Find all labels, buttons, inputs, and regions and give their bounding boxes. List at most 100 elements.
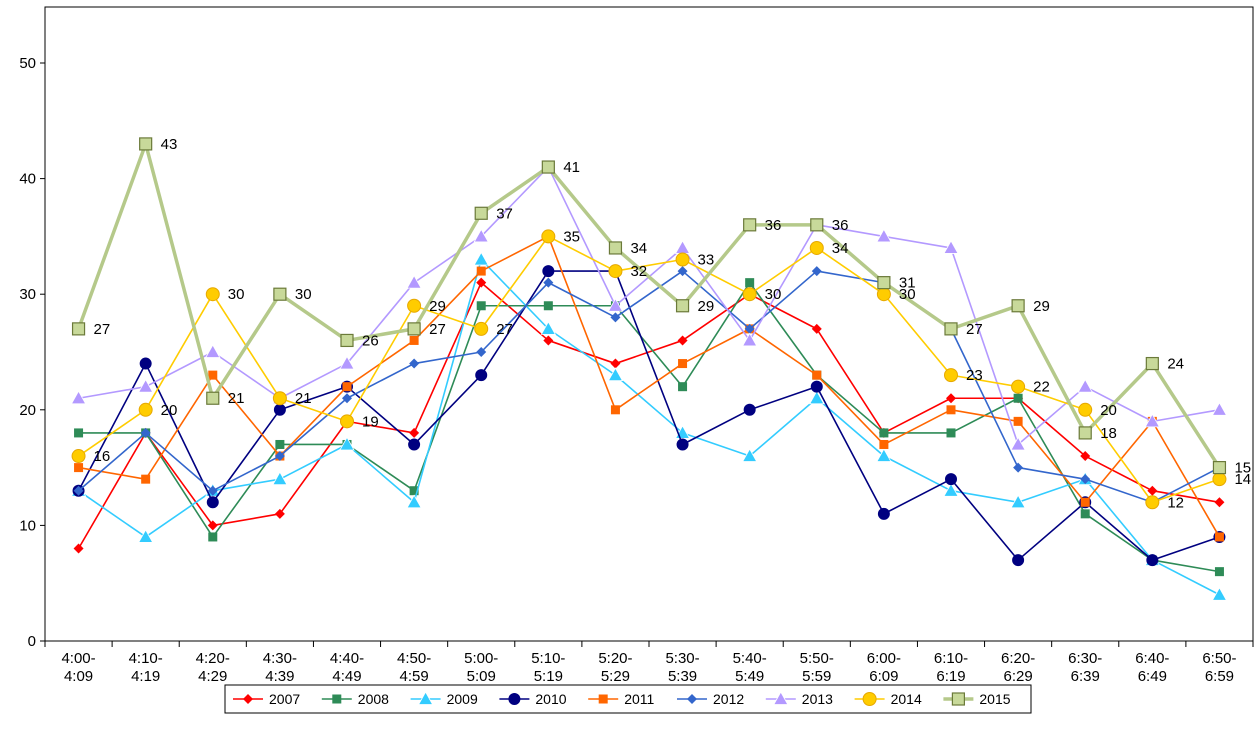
- data-point: [1013, 416, 1023, 426]
- data-point: [407, 298, 422, 313]
- data-point: [408, 438, 421, 451]
- x-tick-label: 6:40-: [1135, 650, 1169, 667]
- legend-label: 2008: [358, 691, 389, 707]
- x-tick-label: 5:40-: [733, 650, 767, 667]
- series-line: [77, 270, 1220, 561]
- data-point: [676, 438, 689, 451]
- data-point: [542, 265, 555, 278]
- data-point: [1214, 532, 1224, 542]
- data-point: [809, 390, 825, 405]
- x-axis: 4:00-4:09 4:10-4:19 4:20-4:29 4:30-4:39 4:40…: [44, 641, 1254, 685]
- data-point: [406, 494, 422, 509]
- series-2014: [71, 229, 1227, 510]
- data-point: [675, 299, 690, 313]
- legend-item-2012: 2012: [677, 691, 744, 707]
- data-point: [1077, 378, 1093, 393]
- data-point: [944, 368, 958, 383]
- data-label: 36: [765, 217, 782, 234]
- data-point: [340, 414, 354, 429]
- data-point: [946, 393, 956, 404]
- data-point: [407, 322, 421, 336]
- data-point: [73, 543, 84, 554]
- data-point: [406, 274, 422, 289]
- data-point: [1011, 379, 1026, 394]
- series-line: [78, 235, 1220, 504]
- x-tick-label: 5:50-: [800, 650, 834, 667]
- data-point: [474, 206, 488, 220]
- data-point: [138, 402, 153, 417]
- data-point: [811, 266, 822, 277]
- x-tick-label: 4:20-: [196, 650, 230, 667]
- data-label: 41: [563, 159, 580, 176]
- data-label: 29: [1033, 298, 1050, 315]
- data-point: [610, 405, 620, 415]
- series-2012: [73, 266, 1225, 508]
- data-point: [810, 380, 823, 393]
- data-point: [140, 427, 151, 438]
- legend-marker: [243, 694, 253, 704]
- data-point: [741, 332, 758, 347]
- x-tick-label: 4:59: [400, 668, 429, 685]
- series-2009: [70, 251, 1228, 601]
- data-label: 18: [1100, 425, 1117, 442]
- data-point: [1013, 393, 1023, 403]
- data-point: [608, 264, 623, 279]
- legend-marker: [332, 694, 342, 704]
- data-label: 33: [698, 252, 715, 269]
- legend-label: 2009: [447, 691, 478, 707]
- data-point: [877, 507, 890, 520]
- x-tick-label: 4:40-: [330, 650, 364, 667]
- data-label: 24: [1167, 356, 1184, 373]
- data-point: [73, 485, 84, 496]
- data-point: [71, 449, 86, 464]
- data-point: [74, 428, 84, 438]
- series-line: [77, 281, 1220, 549]
- data-point: [205, 344, 221, 358]
- data-point: [876, 228, 892, 243]
- data-point: [1212, 472, 1227, 487]
- data-point: [207, 520, 218, 531]
- series-layer: [70, 137, 1228, 601]
- data-label: 27: [496, 321, 513, 338]
- data-point: [1145, 495, 1160, 510]
- series-2010: [72, 265, 1226, 567]
- data-label: 27: [429, 321, 446, 338]
- data-label: 36: [832, 217, 849, 234]
- data-point: [743, 218, 757, 232]
- x-tick-label: 6:29: [1004, 668, 1033, 685]
- data-point: [1145, 356, 1159, 371]
- data-label: 29: [429, 298, 446, 315]
- data-point: [877, 276, 891, 290]
- data-point: [476, 347, 487, 357]
- data-point: [675, 252, 690, 267]
- data-point: [1211, 401, 1228, 416]
- data-point: [139, 357, 152, 370]
- data-point: [607, 367, 624, 382]
- y-tick-label: 20: [19, 402, 36, 419]
- data-point: [205, 287, 220, 302]
- legend-label: 2012: [713, 691, 744, 707]
- data-point: [543, 277, 554, 288]
- data-point: [473, 251, 489, 266]
- y-tick-label: 0: [28, 633, 36, 650]
- legend-label: 2011: [624, 691, 654, 707]
- legend-label: 2013: [802, 691, 833, 707]
- data-point: [944, 322, 958, 336]
- x-tick-label: 6:19: [936, 668, 965, 685]
- x-tick-label: 4:19: [131, 668, 160, 685]
- data-label: 35: [563, 228, 580, 245]
- data-point: [608, 241, 623, 255]
- data-point: [540, 321, 557, 335]
- data-point: [1080, 509, 1090, 519]
- x-tick-label: 4:00-: [61, 650, 95, 667]
- data-label-layer: 16 20 30 21 19 29 27 35 32 33 30 34 30 23 22 20 12 14 27 43…: [94, 136, 1252, 511]
- legend-marker: [598, 694, 608, 704]
- data-point: [742, 287, 757, 302]
- data-point: [339, 355, 355, 370]
- x-tick-label: 5:10-: [531, 650, 565, 667]
- data-point: [1078, 426, 1092, 440]
- legend-label: 2014: [891, 691, 922, 707]
- data-point: [1146, 554, 1159, 567]
- data-point: [607, 297, 624, 312]
- legend-item-2011: 2011: [588, 691, 655, 707]
